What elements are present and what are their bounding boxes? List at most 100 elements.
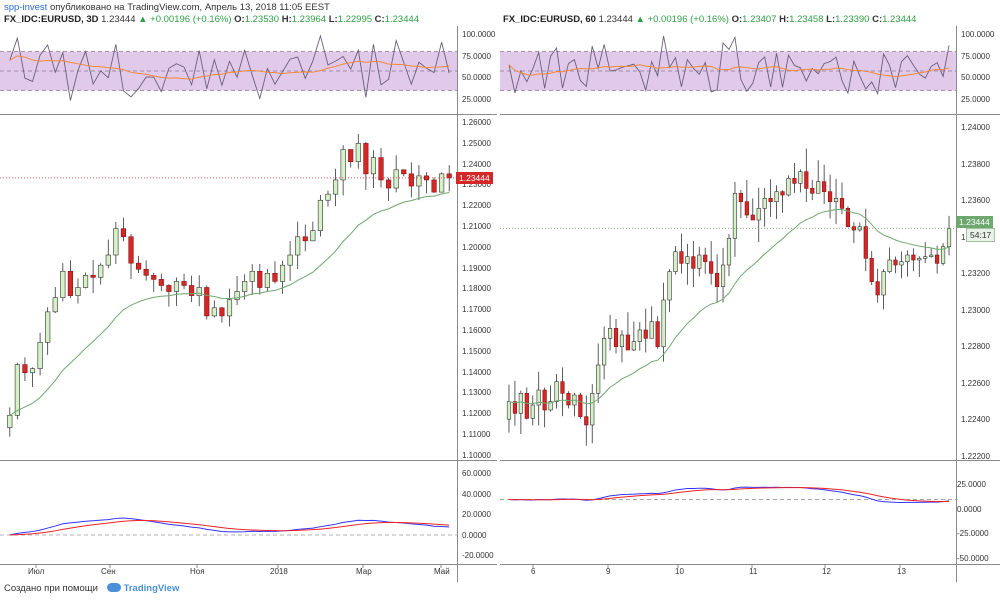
candle-down xyxy=(584,416,589,426)
right-l-label: L: xyxy=(826,14,836,25)
candle-up xyxy=(279,264,286,282)
tick-label: 1.21000 xyxy=(462,222,491,231)
candle-up xyxy=(82,275,89,288)
tick-label: 2018 xyxy=(270,567,288,576)
candle-up xyxy=(287,254,293,266)
left-high: 1.23964 xyxy=(291,14,327,25)
candle-up xyxy=(249,270,255,282)
right-open: 1.23407 xyxy=(742,14,777,25)
candle-down xyxy=(691,256,696,269)
candle-up xyxy=(756,208,761,221)
candle-up xyxy=(554,381,559,402)
tick-label: 1.22000 xyxy=(462,201,491,211)
tick-label: 25.0000 xyxy=(957,480,986,489)
footer-brand[interactable]: TradingView xyxy=(123,583,180,594)
tick-label: 100.0000 xyxy=(961,30,995,39)
tick-label: 60.0000 xyxy=(462,469,491,478)
candle-up xyxy=(370,157,377,175)
candle-up xyxy=(590,393,595,426)
candle-down xyxy=(804,171,809,189)
candle-down xyxy=(679,251,684,264)
tick-label: 1.18000 xyxy=(462,284,491,294)
candle-up xyxy=(60,270,66,298)
candle-up xyxy=(940,246,946,264)
candle-up xyxy=(917,258,922,261)
candle-up xyxy=(332,179,339,195)
candle-down xyxy=(792,178,797,184)
candle-up xyxy=(37,341,43,369)
candle-up xyxy=(98,264,104,278)
right-c-label: C: xyxy=(872,14,883,25)
candle-up xyxy=(416,175,422,187)
candle-down xyxy=(768,198,773,202)
candle-up xyxy=(45,311,51,343)
candle-up xyxy=(602,338,607,366)
rsi-line xyxy=(508,35,950,96)
candle-down xyxy=(363,143,369,175)
candle-up xyxy=(506,401,512,420)
right-change: ▲ +0.00196 (+0.16%) xyxy=(635,14,729,25)
left-o-label: O: xyxy=(234,14,245,25)
candle-up xyxy=(774,191,779,202)
candle-down xyxy=(613,328,619,347)
tick-label: 11 xyxy=(749,567,758,576)
candle-up xyxy=(720,264,726,287)
candle-up xyxy=(242,281,248,292)
candle-up xyxy=(234,291,240,300)
candle-down xyxy=(851,226,856,231)
candle-up xyxy=(899,261,904,266)
candle-up xyxy=(355,143,361,162)
tick-label: 10 xyxy=(675,567,684,576)
candle-up xyxy=(619,334,625,347)
right-h-label: H: xyxy=(779,14,790,25)
left-chart[interactable] xyxy=(0,26,497,582)
signal-line xyxy=(9,520,450,536)
candle-down xyxy=(143,268,149,276)
tick-label: Сен xyxy=(101,567,116,576)
tick-label: 1.26000 xyxy=(462,118,491,127)
footer: Создано при помощи TradingView xyxy=(4,583,179,594)
right-chart[interactable] xyxy=(500,26,1000,582)
candle-down xyxy=(257,270,263,288)
candle-down xyxy=(408,173,414,187)
left-header: FX_IDC:EURUSD, 3D 1.23444 ▲ +0.00196 (+0… xyxy=(4,14,419,25)
candle-up xyxy=(548,401,553,411)
candle-up xyxy=(929,254,934,257)
candle-up xyxy=(211,307,217,317)
candle-down xyxy=(512,401,518,414)
ema-line xyxy=(508,208,950,405)
candle-up xyxy=(786,178,791,196)
tick-label: 1.16000 xyxy=(462,326,491,335)
candle-down xyxy=(566,393,571,406)
publisher-user[interactable]: spp-invest xyxy=(4,2,48,13)
candle-down xyxy=(524,393,529,419)
tick-label: 1.22800 xyxy=(961,342,990,351)
tick-label: Ноя xyxy=(190,567,205,576)
candle-down xyxy=(744,201,749,216)
tick-label: 1.23200 xyxy=(961,269,990,278)
left-last-price-label: 1.23444 xyxy=(456,172,493,184)
candle-up xyxy=(264,272,270,288)
right-o-label: O: xyxy=(731,14,743,25)
candle-down xyxy=(204,287,210,317)
candle-up xyxy=(530,404,535,419)
candle-down xyxy=(272,272,278,282)
candle-down xyxy=(136,262,142,270)
candle-up xyxy=(325,193,331,201)
candle-up xyxy=(661,299,666,347)
tick-label: 1.23600 xyxy=(961,196,990,205)
candle-down xyxy=(302,236,308,242)
candle-up xyxy=(762,198,767,209)
tick-label: 0.0000 xyxy=(957,504,982,514)
tick-label: 1.22600 xyxy=(961,378,990,388)
candle-down xyxy=(348,149,354,162)
tick-label: 100.0000 xyxy=(462,30,496,39)
tick-label: -20.0000 xyxy=(462,551,494,561)
tick-label: 20.0000 xyxy=(462,510,491,520)
tick-label: Май xyxy=(434,567,450,576)
candle-down xyxy=(655,321,660,347)
left-change: ▲ +0.00196 (+0.16%) xyxy=(138,14,232,25)
candle-down xyxy=(780,191,785,196)
candle-up xyxy=(697,254,702,269)
macd-line xyxy=(9,517,450,536)
